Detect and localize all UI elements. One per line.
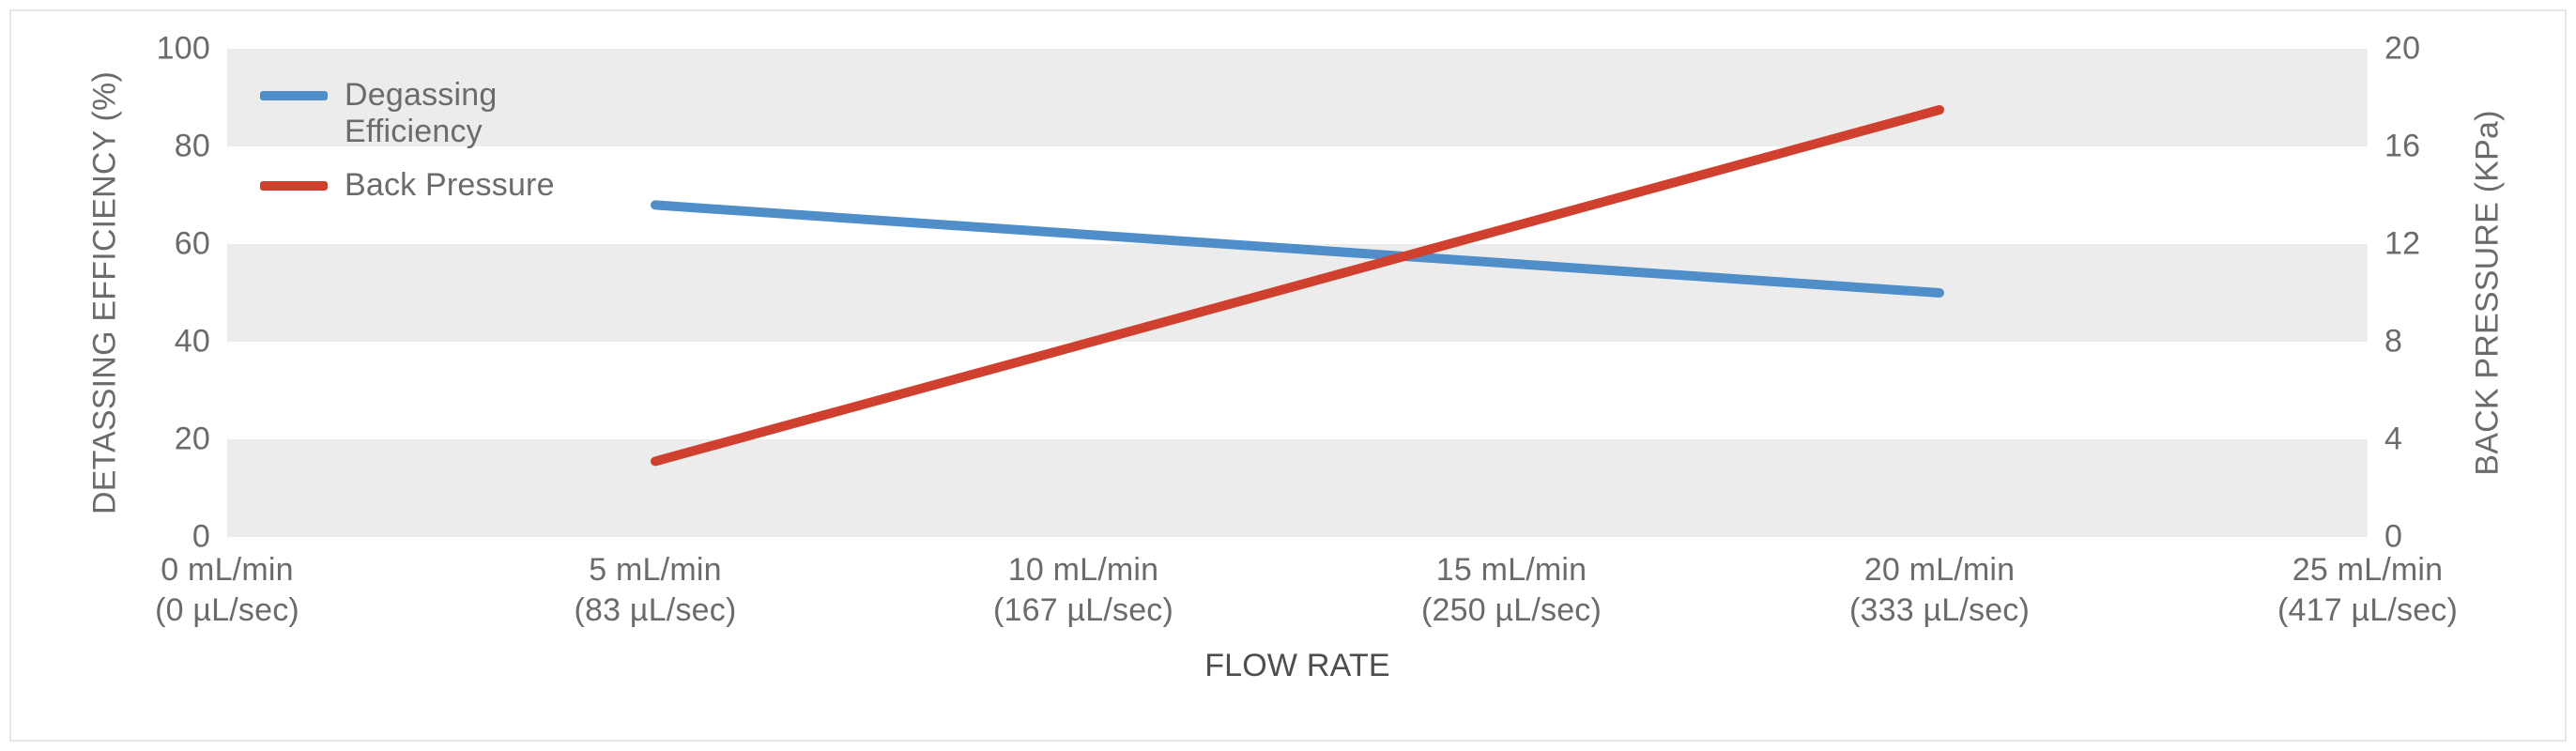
y-left-tick: 60	[175, 226, 210, 263]
legend-swatch	[260, 181, 328, 191]
legend-label: Degassing Efficiency	[345, 77, 497, 150]
x-tick: 5 mL/min(83 µL/sec)	[575, 550, 737, 630]
x-tick-line2: (83 µL/sec)	[575, 590, 737, 631]
x-tick: 10 mL/min(167 µL/sec)	[993, 550, 1173, 630]
legend: Degassing Efficiency Back Pressure	[260, 77, 555, 221]
y-right-tick: 4	[2384, 421, 2402, 458]
y-axis-left-label: DETASSING EFFICIENCY (%)	[87, 71, 124, 514]
x-tick-line2: (417 µL/sec)	[2277, 590, 2458, 631]
x-tick-line2: (0 µL/sec)	[155, 590, 299, 631]
x-tick-line1: 15 mL/min	[1421, 550, 1602, 590]
y-right-tick: 12	[2384, 226, 2420, 263]
y-left-tick: 20	[175, 421, 210, 458]
x-tick: 15 mL/min(250 µL/sec)	[1421, 550, 1602, 630]
x-tick-line2: (250 µL/sec)	[1421, 590, 1602, 631]
x-tick-line2: (167 µL/sec)	[993, 590, 1173, 631]
legend-swatch	[260, 91, 328, 100]
y-right-tick: 16	[2384, 129, 2420, 165]
x-tick-line1: 25 mL/min	[2277, 550, 2458, 590]
y-left-tick: 100	[157, 31, 210, 68]
y-right-tick: 8	[2384, 324, 2402, 360]
x-tick-line2: (333 µL/sec)	[1849, 590, 2030, 631]
legend-item: Degassing Efficiency	[260, 77, 555, 150]
x-tick-line1: 20 mL/min	[1849, 550, 2030, 590]
x-tick-line1: 5 mL/min	[575, 550, 737, 590]
x-tick-line1: 0 mL/min	[155, 550, 299, 590]
y-axis-right-label: BACK PRESSURE (KPa)	[2470, 110, 2507, 475]
x-tick: 25 mL/min(417 µL/sec)	[2277, 550, 2458, 630]
x-tick: 0 mL/min(0 µL/sec)	[155, 550, 299, 630]
x-tick-line1: 10 mL/min	[993, 550, 1173, 590]
y-left-tick: 40	[175, 324, 210, 360]
series-line	[655, 205, 1940, 293]
x-tick: 20 mL/min(333 µL/sec)	[1849, 550, 2030, 630]
series-line	[655, 110, 1940, 461]
chart-frame: DETASSING EFFICIENCY (%) BACK PRESSURE (…	[9, 9, 2567, 742]
y-left-tick: 80	[175, 129, 210, 165]
x-axis-label: FLOW RATE	[1204, 648, 1390, 684]
legend-label: Back Pressure	[345, 167, 555, 204]
y-right-tick: 20	[2384, 31, 2420, 68]
legend-item: Back Pressure	[260, 167, 555, 204]
